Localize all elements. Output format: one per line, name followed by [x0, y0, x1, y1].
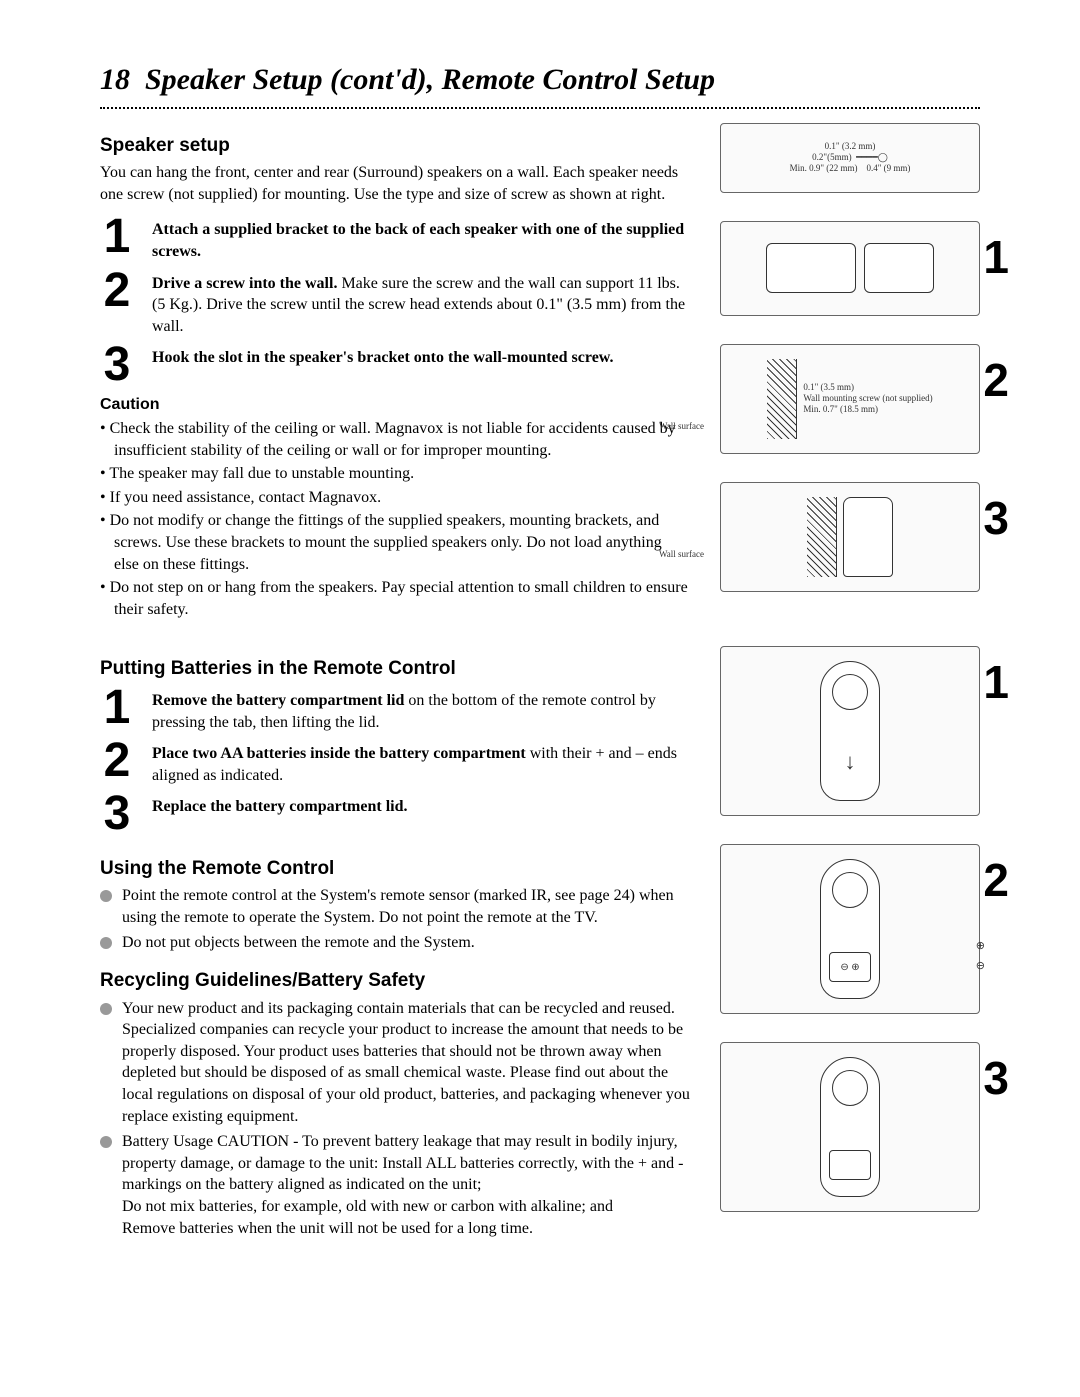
plus-icon: ⊕	[976, 939, 985, 954]
step-text: Replace the battery compartment lid.	[152, 792, 690, 818]
bullet-icon	[100, 1003, 112, 1015]
step-number: 1	[100, 686, 134, 729]
using-remote-heading: Using the Remote Control	[100, 856, 690, 882]
caution-list: Check the stability of the ceiling or wa…	[100, 418, 690, 620]
remote-figure-3: 3	[720, 1042, 980, 1212]
battery-polarity-icon: ⊖ ⊕	[829, 952, 871, 982]
battery-step-1: 1 Remove the battery compartment lid on …	[100, 686, 690, 733]
step-bold: Replace the battery compartment lid.	[152, 798, 408, 815]
step-bold: Hook the slot in the speaker's bracket o…	[152, 349, 613, 366]
speaker-setup-heading: Speaker setup	[100, 133, 690, 159]
recycling-list: Your new product and its packaging conta…	[100, 998, 690, 1240]
arrow-down-icon: ↓	[845, 747, 856, 777]
speaker-icon	[843, 497, 893, 577]
step-bold: Place two AA batteries inside the batter…	[152, 745, 526, 762]
figure-number: 2	[983, 349, 1009, 411]
step-bold: Attach a supplied bracket to the back of…	[152, 221, 684, 260]
list-item: Battery Usage CAUTION - To prevent batte…	[100, 1131, 690, 1239]
speaker-icon	[766, 243, 856, 293]
bullet-icon	[100, 1136, 112, 1148]
figure-labels: 0.1" (3.5 mm) Wall mounting screw (not s…	[803, 382, 932, 414]
remote-section: Putting Batteries in the Remote Control …	[100, 646, 980, 1243]
using-remote-list: Point the remote control at the System's…	[100, 885, 690, 954]
list-item: Point the remote control at the System's…	[100, 885, 690, 928]
step-bold: Remove the battery compartment lid	[152, 692, 404, 709]
step-text: Attach a supplied bracket to the back of…	[152, 215, 690, 262]
wall-screw-figure: 0.1" (3.5 mm) Wall mounting screw (not s…	[720, 344, 980, 454]
step-bold: Drive a screw into the wall.	[152, 275, 337, 292]
batteries-heading: Putting Batteries in the Remote Control	[100, 656, 690, 682]
step-text: Drive a screw into the wall. Make sure t…	[152, 269, 690, 338]
page-title: 18 Speaker Setup (cont'd), Remote Contro…	[100, 60, 980, 101]
wall-icon	[807, 497, 837, 577]
remote-figure-2: ⊖ ⊕ ⊕ ⊖ 2	[720, 844, 980, 1014]
wall-icon	[767, 359, 797, 439]
speaker-step-2: 2 Drive a screw into the wall. Make sure…	[100, 269, 690, 338]
step-text: Remove the battery compartment lid on th…	[152, 686, 690, 733]
battery-lid-icon	[829, 1150, 871, 1180]
battery-step-3: 3 Replace the battery compartment lid.	[100, 792, 690, 835]
speaker-icon	[864, 243, 934, 293]
screw-dimension-figure: 0.1" (3.2 mm) 0.2"(5mm) ━━━━◯ Min. 0.9" …	[720, 123, 980, 193]
speaker-bracket-figure: 1	[720, 221, 980, 316]
wall-surface-label: Wall surface	[659, 420, 704, 432]
remote-icon	[820, 1057, 880, 1197]
step-number: 3	[100, 343, 134, 386]
remote-text-column: Putting Batteries in the Remote Control …	[100, 646, 690, 1243]
page-number: 18	[100, 63, 130, 96]
remote-icon: ⊖ ⊕	[820, 859, 880, 999]
speaker-setup-figure-column: 0.1" (3.2 mm) 0.2"(5mm) ━━━━◯ Min. 0.9" …	[720, 123, 980, 623]
speaker-step-3: 3 Hook the slot in the speaker's bracket…	[100, 343, 690, 386]
figure-number: 3	[983, 1047, 1009, 1109]
caution-heading: Caution	[100, 394, 690, 416]
bullet-icon	[100, 890, 112, 902]
figure-number: 2	[983, 849, 1009, 911]
remote-figure-1: ↓ 1	[720, 646, 980, 816]
caution-item: The speaker may fall due to unstable mou…	[114, 463, 690, 485]
speaker-setup-text-column: Speaker setup You can hang the front, ce…	[100, 123, 690, 623]
step-number: 2	[100, 739, 134, 782]
minus-icon: ⊖	[976, 959, 985, 974]
title-rule	[100, 107, 980, 109]
page-title-text: Speaker Setup (cont'd), Remote Control S…	[145, 63, 715, 96]
remote-icon: ↓	[820, 661, 880, 801]
step-text: Hook the slot in the speaker's bracket o…	[152, 343, 690, 369]
bullet-icon	[100, 937, 112, 949]
recycling-heading: Recycling Guidelines/Battery Safety	[100, 968, 690, 994]
figure-number: 1	[983, 226, 1009, 288]
mounted-speaker-figure: Wall surface 3	[720, 482, 980, 592]
caution-item: Do not modify or change the fittings of …	[114, 510, 690, 575]
step-text: Place two AA batteries inside the batter…	[152, 739, 690, 786]
caution-item: If you need assistance, contact Magnavox…	[114, 487, 690, 509]
figure-number: 3	[983, 487, 1009, 549]
step-number: 3	[100, 792, 134, 835]
remote-figure-column: ↓ 1 ⊖ ⊕ ⊕ ⊖ 2 3	[720, 646, 980, 1243]
wall-surface-label: Wall surface	[659, 548, 704, 560]
speaker-setup-intro: You can hang the front, center and rear …	[100, 162, 690, 205]
battery-step-2: 2 Place two AA batteries inside the batt…	[100, 739, 690, 786]
step-number: 2	[100, 269, 134, 312]
caution-item: Do not step on or hang from the speakers…	[114, 577, 690, 620]
figure-number: 1	[983, 651, 1009, 713]
speaker-setup-section: Speaker setup You can hang the front, ce…	[100, 123, 980, 623]
figure-labels: 0.1" (3.2 mm) 0.2"(5mm) ━━━━◯ Min. 0.9" …	[790, 141, 911, 173]
list-item: Your new product and its packaging conta…	[100, 998, 690, 1128]
caution-item: Check the stability of the ceiling or wa…	[114, 418, 690, 461]
step-number: 1	[100, 215, 134, 258]
list-item: Do not put objects between the remote an…	[100, 932, 690, 954]
speaker-step-1: 1 Attach a supplied bracket to the back …	[100, 215, 690, 262]
